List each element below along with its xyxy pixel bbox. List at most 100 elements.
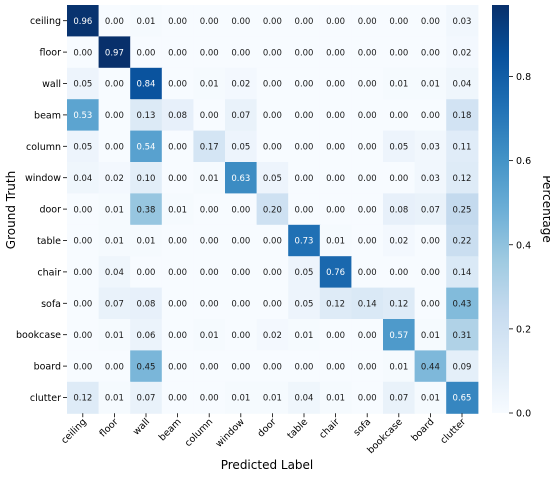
heatmap-cell <box>98 130 131 163</box>
cell-value-label: 0.01 <box>326 394 345 404</box>
heatmap-cell <box>446 256 479 289</box>
cell-value-label: 0.00 <box>358 174 377 184</box>
cell-value-label: 0.01 <box>421 80 440 90</box>
x-tick-label: clutter <box>438 416 468 446</box>
heatmap-cell <box>351 381 384 414</box>
x-tick-label: window <box>214 416 247 449</box>
y-tick-label: window <box>25 173 61 184</box>
heatmap-cell <box>319 130 352 163</box>
heatmap-cell <box>446 162 479 194</box>
heatmap-cell <box>256 130 289 163</box>
cell-value-label: 0.05 <box>263 174 282 184</box>
heatmap-cell <box>319 319 352 351</box>
heatmap-cell <box>288 350 321 383</box>
y-tick-label: clutter <box>30 393 61 404</box>
heatmap-cell <box>130 224 163 257</box>
cell-value-label: 0.00 <box>200 362 219 372</box>
cell-value-label: 0.01 <box>263 394 282 404</box>
heatmap-cell <box>351 36 384 69</box>
heatmap-cell <box>256 350 289 383</box>
heatmap-cell <box>98 256 131 289</box>
cell-value-label: 0.01 <box>295 331 314 341</box>
colorbar-tick-label: 0.0 <box>516 409 531 420</box>
cell-value-label: 0.00 <box>105 17 124 27</box>
heatmap-cell <box>130 130 163 163</box>
heatmap-cell <box>161 319 194 351</box>
cell-value-label: 0.05 <box>389 143 408 153</box>
heatmap-cell <box>67 67 100 100</box>
cell-value-label: 0.10 <box>137 174 156 184</box>
heatmap-cell <box>319 67 352 100</box>
cell-value-label: 0.01 <box>168 205 187 215</box>
y-tick-label: bookcase <box>16 330 61 341</box>
y-tick-label: ceiling <box>30 16 61 27</box>
heatmap-cell <box>225 5 258 37</box>
y-tick-label: wall <box>42 79 61 90</box>
cell-value-label: 0.00 <box>295 111 314 121</box>
heatmap-cell <box>288 256 321 289</box>
cell-value-label: 0.02 <box>105 174 124 184</box>
y-tick-label: board <box>34 362 61 373</box>
heatmap-cell <box>161 130 194 163</box>
cell-value-label: 0.00 <box>421 111 440 121</box>
heatmap-cell <box>446 67 479 100</box>
cell-value-label: 0.05 <box>73 80 92 90</box>
cell-value-label: 0.09 <box>453 362 472 372</box>
heatmap-cell <box>446 193 479 226</box>
cell-value-label: 0.00 <box>200 111 219 121</box>
cell-value-label: 0.43 <box>453 300 472 310</box>
heatmap-cell <box>383 287 416 320</box>
heatmap-cell <box>161 287 194 320</box>
cell-value-label: 0.45 <box>137 362 156 372</box>
cell-value-label: 0.01 <box>200 331 219 341</box>
cell-value-label: 0.00 <box>358 237 377 247</box>
heatmap-cell <box>130 381 163 414</box>
cell-value-label: 0.76 <box>326 268 345 278</box>
cell-value-label: 0.00 <box>421 17 440 27</box>
cell-value-label: 0.01 <box>105 331 124 341</box>
heatmap-cell <box>319 350 352 383</box>
heatmap-cell <box>161 193 194 226</box>
heatmap-cell <box>225 36 258 69</box>
cell-value-label: 0.00 <box>326 174 345 184</box>
cell-value-label: 0.00 <box>168 48 187 58</box>
heatmap-cell <box>225 224 258 257</box>
x-tick-label: column <box>183 417 216 450</box>
heatmap-cell <box>256 381 289 414</box>
cell-value-label: 0.53 <box>73 111 92 121</box>
colorbar-tick-label: 0.6 <box>516 156 531 167</box>
cell-value-label: 0.00 <box>421 268 440 278</box>
heatmap-cell <box>256 162 289 194</box>
cell-value-label: 0.00 <box>389 48 408 58</box>
heatmap-cell <box>383 67 416 100</box>
cell-value-label: 0.11 <box>453 143 472 153</box>
cell-value-label: 0.00 <box>263 80 282 90</box>
cell-value-label: 0.00 <box>358 268 377 278</box>
cell-value-label: 0.38 <box>137 205 156 215</box>
heatmap-cell <box>98 381 131 414</box>
cell-value-label: 0.00 <box>295 174 314 184</box>
heatmap-cell <box>193 350 226 383</box>
cell-value-label: 0.00 <box>231 268 250 278</box>
heatmap-cell <box>98 287 131 320</box>
x-tick-label: floor <box>98 416 121 439</box>
heatmap-cell <box>319 36 352 69</box>
cell-value-labels: 0.96 0.00 0.01 0.00 0.00 0.00 0.00 0.00 0.00 0.00… <box>73 17 471 404</box>
x-tick-label: chair <box>317 416 342 441</box>
cell-value-label: 0.00 <box>295 143 314 153</box>
cell-value-label: 0.00 <box>263 17 282 27</box>
cell-value-label: 0.00 <box>105 80 124 90</box>
cell-value-label: 0.00 <box>358 362 377 372</box>
cell-value-label: 0.12 <box>326 300 345 310</box>
cell-value-label: 0.04 <box>105 268 124 278</box>
cell-value-label: 0.00 <box>200 48 219 58</box>
heatmap-cell <box>446 5 479 37</box>
cell-value-label: 0.05 <box>295 300 314 310</box>
cell-value-label: 0.01 <box>137 17 156 27</box>
heatmap-cell <box>67 193 100 226</box>
heatmap-cell <box>288 162 321 194</box>
heatmap-cell <box>67 350 100 383</box>
x-tick-label: table <box>285 416 310 441</box>
heatmap-cell <box>288 319 321 351</box>
y-tick-label: floor <box>39 48 61 59</box>
